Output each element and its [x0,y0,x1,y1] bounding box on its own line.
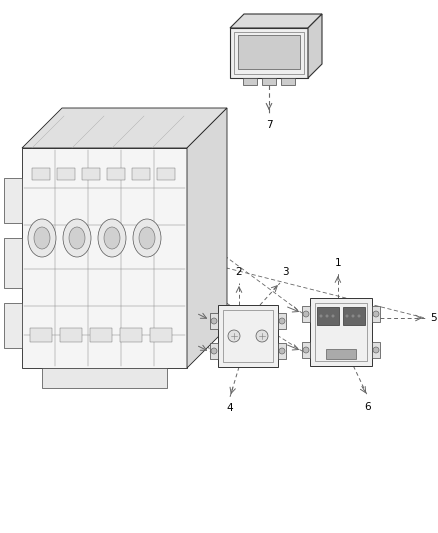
Polygon shape [4,238,22,288]
Ellipse shape [104,227,120,249]
Text: 4: 4 [227,403,233,413]
Polygon shape [218,305,278,367]
Ellipse shape [28,219,56,257]
Circle shape [357,314,360,318]
Circle shape [325,314,328,318]
Polygon shape [262,78,276,85]
Ellipse shape [133,219,161,257]
Text: 6: 6 [364,402,371,412]
Circle shape [228,330,240,342]
Polygon shape [372,342,380,358]
Circle shape [319,314,322,318]
Circle shape [332,314,335,318]
Polygon shape [343,307,365,325]
Polygon shape [42,368,167,388]
Polygon shape [150,328,172,342]
Polygon shape [210,313,218,329]
Polygon shape [317,307,339,325]
Polygon shape [230,28,308,78]
Text: 5: 5 [430,313,437,323]
Polygon shape [30,328,52,342]
Polygon shape [120,328,142,342]
Polygon shape [157,168,175,180]
Text: 2: 2 [236,267,242,277]
Circle shape [211,318,217,324]
Circle shape [303,311,309,317]
Polygon shape [243,78,257,85]
Ellipse shape [98,219,126,257]
Polygon shape [22,148,187,368]
Polygon shape [278,313,286,329]
Polygon shape [230,14,322,28]
Polygon shape [4,303,22,348]
Polygon shape [210,343,218,359]
Ellipse shape [34,227,50,249]
Text: 7: 7 [266,120,272,130]
Polygon shape [90,328,112,342]
Ellipse shape [139,227,155,249]
Polygon shape [32,168,50,180]
Polygon shape [107,168,125,180]
Circle shape [346,314,349,318]
Circle shape [279,318,285,324]
Polygon shape [238,35,300,69]
Circle shape [256,330,268,342]
Circle shape [373,311,379,317]
Polygon shape [82,168,100,180]
Circle shape [279,348,285,354]
Polygon shape [132,168,150,180]
Polygon shape [187,108,227,368]
Polygon shape [310,298,372,366]
Ellipse shape [63,219,91,257]
Text: 3: 3 [282,267,289,277]
Polygon shape [326,349,356,359]
Polygon shape [4,178,22,223]
Polygon shape [60,328,82,342]
Circle shape [352,314,354,318]
Text: 1: 1 [335,258,341,268]
Polygon shape [302,342,310,358]
Polygon shape [57,168,75,180]
Polygon shape [308,14,322,78]
Polygon shape [372,306,380,322]
Circle shape [303,347,309,353]
Polygon shape [278,343,286,359]
Polygon shape [22,108,227,148]
Polygon shape [281,78,295,85]
Ellipse shape [69,227,85,249]
Circle shape [373,347,379,353]
Circle shape [211,348,217,354]
Polygon shape [302,306,310,322]
